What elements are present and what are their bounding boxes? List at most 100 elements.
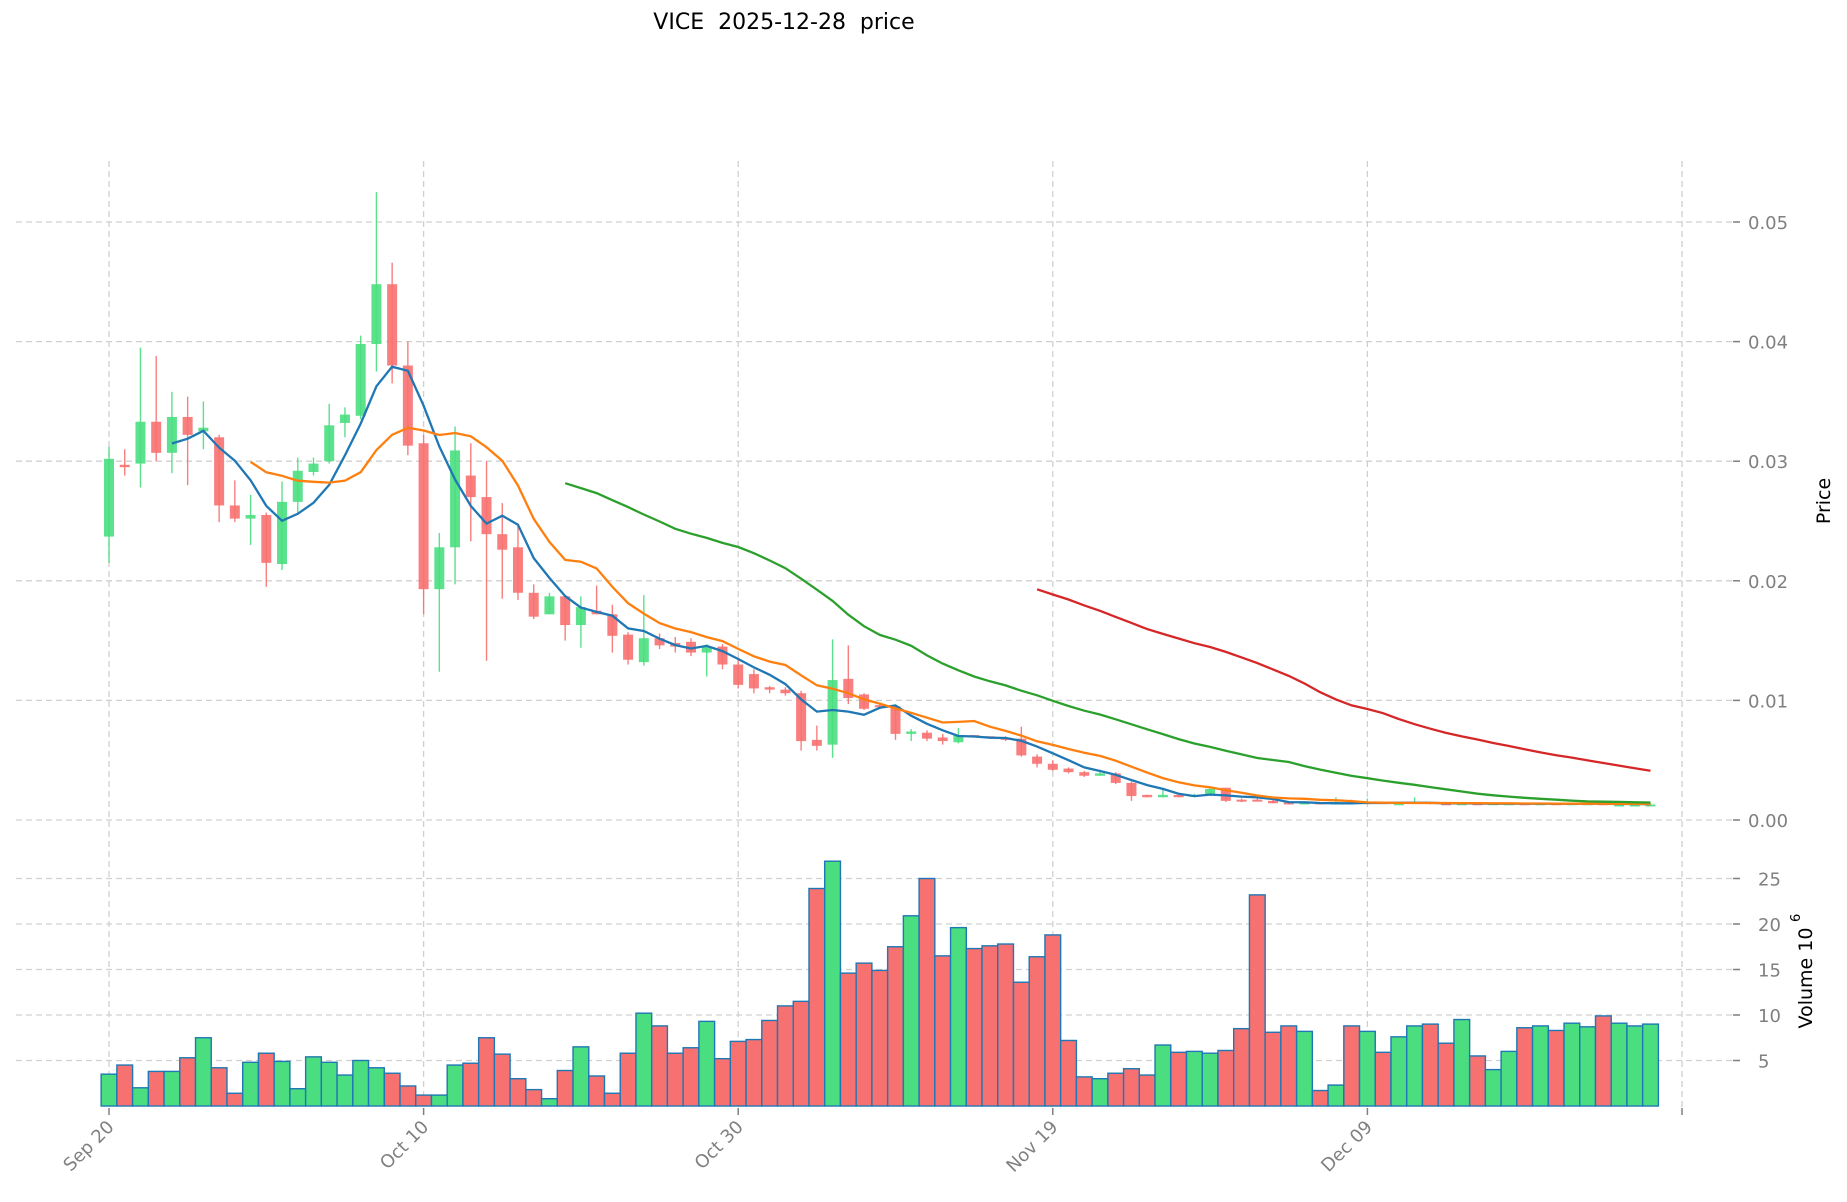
volume-bar — [902, 915, 920, 1107]
volume-bar — [1453, 1018, 1471, 1107]
price-axis-label: Price — [1813, 478, 1835, 524]
volume-bar — [525, 1088, 543, 1107]
x-tick-label: Dec 09 — [1317, 1117, 1377, 1177]
candle-up — [339, 414, 350, 423]
volume-bar — [839, 972, 857, 1107]
volume-tick-label: 5 — [1758, 1052, 1769, 1073]
candle-up — [906, 731, 917, 734]
candle-up — [245, 515, 256, 519]
volume-bar — [1547, 1029, 1565, 1107]
x-tick-label: Oct 30 — [691, 1117, 748, 1174]
candle-up — [1393, 803, 1404, 806]
candle-down — [780, 689, 791, 694]
candle-up — [324, 425, 335, 462]
volume-bar — [1154, 1044, 1172, 1107]
price-tick-label: 0.01 — [1748, 691, 1788, 712]
candle-up — [371, 284, 382, 344]
candle-down — [921, 732, 932, 739]
candle-down — [859, 694, 870, 709]
volume-bar — [383, 1072, 401, 1107]
volume-bar — [824, 860, 842, 1107]
volume-bar — [886, 946, 905, 1107]
volume-bar — [729, 1040, 747, 1107]
volume-bar — [1437, 1042, 1455, 1107]
moving-average-lines — [171, 365, 1651, 806]
candle-down — [811, 739, 822, 746]
volume-bar — [1579, 1026, 1597, 1107]
candle-up — [104, 458, 114, 537]
volume-tick-label: 20 — [1758, 915, 1781, 936]
x-tick-label: Nov 19 — [1002, 1117, 1062, 1177]
price-tick-label: 0.03 — [1748, 452, 1788, 473]
ma30-line — [564, 482, 1651, 804]
candle-up — [1094, 773, 1105, 776]
volume-bar — [116, 1064, 134, 1107]
candle-up — [135, 421, 146, 464]
volume-bar — [430, 1094, 448, 1107]
candle-down — [418, 443, 429, 590]
ma10-line — [249, 426, 1651, 806]
candle-down — [733, 664, 744, 685]
volume-bar — [446, 1064, 464, 1107]
volume-bar — [619, 1052, 637, 1107]
volume-bar — [100, 1073, 118, 1107]
volume-bar — [603, 1092, 621, 1107]
volume-bar — [273, 1060, 291, 1107]
volume-bar — [981, 945, 999, 1107]
volume-bar — [1563, 1022, 1581, 1107]
candle-down — [1283, 802, 1294, 805]
volume-bar — [1327, 1084, 1345, 1107]
volume-bar — [949, 926, 967, 1107]
volume-bar — [367, 1067, 385, 1107]
volume-bar — [336, 1074, 354, 1107]
volume-bars — [100, 860, 1660, 1107]
volume-bar — [462, 1062, 480, 1107]
volume-bar — [1217, 1049, 1235, 1107]
volume-bar — [635, 1012, 653, 1107]
volume-bar — [1122, 1067, 1141, 1107]
volume-bar — [1264, 1031, 1282, 1107]
candle-up — [953, 735, 964, 743]
volume-bar — [1358, 1030, 1376, 1107]
candle-up — [1645, 804, 1656, 807]
volume-bar — [1091, 1077, 1109, 1107]
candle-down — [1252, 799, 1263, 802]
candle-up — [1205, 788, 1216, 795]
volume-bar — [257, 1052, 275, 1107]
candle-down — [1126, 782, 1137, 797]
volume-bar — [1343, 1025, 1361, 1107]
candle-up — [1629, 804, 1640, 807]
volume-bar — [1516, 1027, 1534, 1107]
volume-bar — [1059, 1039, 1078, 1107]
candle-up — [355, 343, 366, 416]
volume-bar — [477, 1037, 496, 1107]
candle-down — [214, 437, 225, 506]
volume-bar — [855, 962, 873, 1107]
volume-bar — [540, 1098, 559, 1107]
volume-bar — [1201, 1052, 1219, 1107]
volume-bar — [1170, 1051, 1188, 1107]
candle-up — [575, 607, 586, 626]
volume-bar — [1531, 1025, 1549, 1107]
volume-bar — [1468, 1055, 1487, 1107]
ma60-line — [1036, 588, 1651, 772]
volume-bar — [588, 1075, 606, 1107]
volume-bar — [808, 887, 826, 1107]
candle-down — [686, 641, 697, 653]
candle-down — [512, 547, 523, 593]
price-candles — [104, 192, 1656, 807]
candle-up — [701, 646, 712, 653]
volume-bar — [1012, 981, 1030, 1107]
candle-down — [465, 475, 476, 498]
volume-bar — [745, 1038, 763, 1107]
candle-up — [827, 680, 838, 745]
candle-down — [764, 687, 775, 690]
candle-up — [638, 638, 649, 663]
volume-bar — [871, 969, 889, 1107]
volume-bar — [1500, 1050, 1518, 1107]
volume-bar — [1248, 894, 1266, 1107]
candle-down — [1063, 768, 1074, 773]
candle-up — [166, 416, 177, 453]
candle-up — [544, 596, 555, 615]
x-tick-label: Oct 10 — [376, 1117, 433, 1174]
